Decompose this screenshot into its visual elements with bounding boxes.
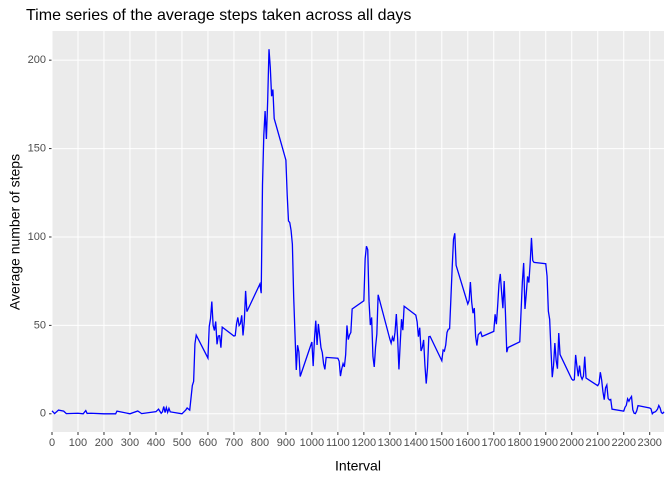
x-tick-label: 1400 xyxy=(404,437,428,449)
x-tick-label: 200 xyxy=(95,437,113,449)
x-tick-label: 2300 xyxy=(637,437,661,449)
y-tick-label: 150 xyxy=(28,142,46,154)
chart-title: Time series of the average steps taken a… xyxy=(26,7,411,24)
x-tick-label: 1900 xyxy=(534,437,558,449)
x-axis-title: Interval xyxy=(335,458,381,474)
y-tick-label: 100 xyxy=(28,231,46,243)
x-tick-label: 600 xyxy=(199,437,217,449)
x-tick-label: 1000 xyxy=(300,437,324,449)
x-tick-label: 1100 xyxy=(326,437,350,449)
x-tick-label: 800 xyxy=(251,437,269,449)
x-tick-label: 2200 xyxy=(611,437,635,449)
y-tick-label: 200 xyxy=(28,54,46,66)
x-tick-label: 1600 xyxy=(456,437,480,449)
x-tick-label: 1500 xyxy=(430,437,454,449)
panel xyxy=(52,31,664,432)
x-tick-label: 1700 xyxy=(482,437,506,449)
x-tick-label: 0 xyxy=(49,437,55,449)
x-tick-label: 2100 xyxy=(585,437,609,449)
y-axis-title: Average number of steps xyxy=(7,154,23,310)
x-tick-label: 700 xyxy=(225,437,243,449)
y-tick-label: 0 xyxy=(40,408,46,420)
x-tick-label: 100 xyxy=(69,437,87,449)
y-tick-label: 50 xyxy=(34,319,46,331)
x-tick-label: 1800 xyxy=(508,437,532,449)
data-line xyxy=(51,49,665,416)
x-tick-label: 400 xyxy=(147,437,165,449)
x-tick-label: 1200 xyxy=(352,437,376,449)
x-tick-label: 1300 xyxy=(378,437,402,449)
x-tick-label: 900 xyxy=(277,437,295,449)
x-tick-label: 500 xyxy=(173,437,191,449)
x-tick-label: 2000 xyxy=(560,437,584,449)
x-tick-label: 300 xyxy=(121,437,139,449)
